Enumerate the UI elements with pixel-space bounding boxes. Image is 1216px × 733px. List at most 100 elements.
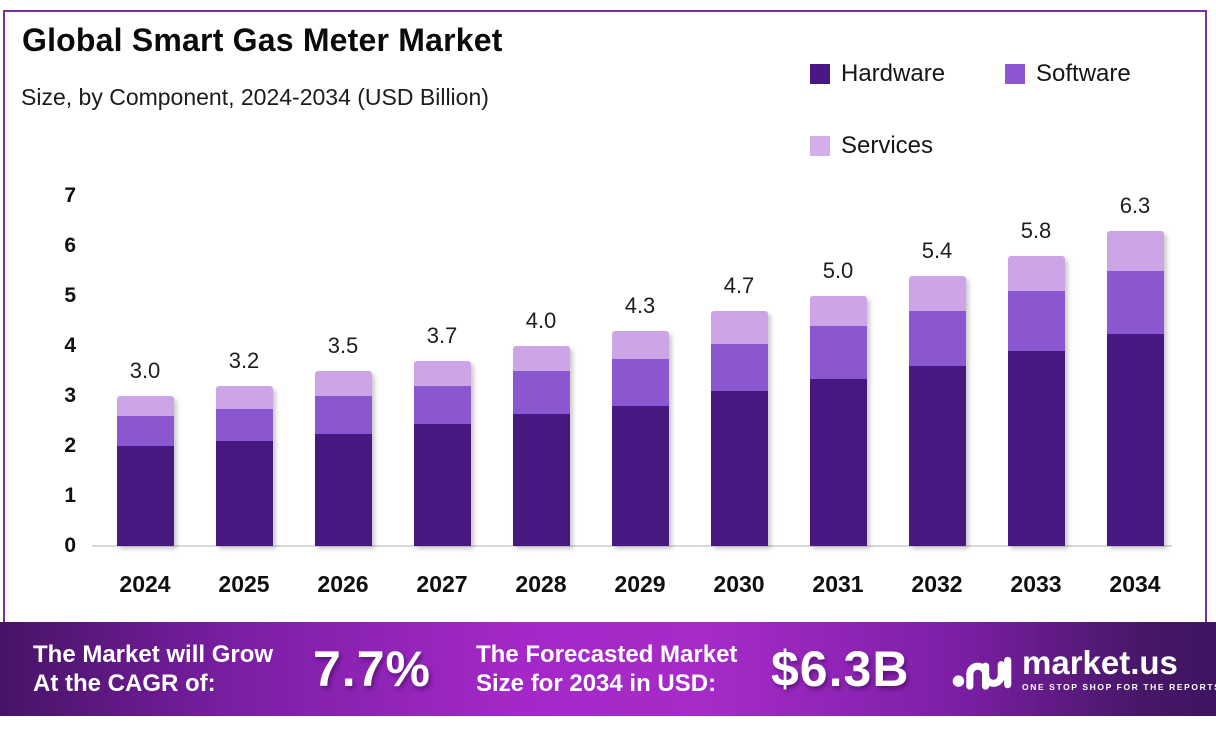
bar-total-label: 4.0 xyxy=(525,308,557,333)
x-tick-label: 2027 xyxy=(416,571,468,597)
cagr-value: 7.7% xyxy=(313,641,431,697)
bar-segment-hardware xyxy=(215,441,273,546)
hardware-swatch-icon xyxy=(810,64,830,84)
page-subtitle: Size, by Component, 2024-2034 (USD Billi… xyxy=(21,84,489,110)
bar-segment-software xyxy=(116,416,174,446)
y-tick-label: 4 xyxy=(64,334,76,357)
bar-2033 xyxy=(1007,256,1065,546)
bar-segment-services xyxy=(710,311,768,344)
bar-segment-software xyxy=(611,358,669,406)
x-tick-label: 2033 xyxy=(1010,571,1062,597)
bar-total-label: 3.5 xyxy=(327,333,359,358)
bar-segment-software xyxy=(413,386,471,424)
x-tick-label: 2026 xyxy=(317,571,369,597)
y-tick-label: 0 xyxy=(64,534,76,557)
bar-2028 xyxy=(512,346,570,546)
bar-2026 xyxy=(314,371,372,546)
legend-label: Hardware xyxy=(841,60,946,87)
legend-item-hardware: Hardware xyxy=(810,60,945,88)
forecast-label-line1: The Forecasted Market xyxy=(476,641,738,668)
forecast-label: The Forecasted Market Size for 2034 in U… xyxy=(476,622,737,716)
y-tick-label: 3 xyxy=(64,384,76,407)
bar-2029 xyxy=(611,331,669,546)
x-tick-label: 2031 xyxy=(812,571,864,597)
y-tick-label: 1 xyxy=(64,484,76,507)
bar-total-label: 5.4 xyxy=(921,238,953,263)
bar-segment-software xyxy=(710,343,768,391)
legend-item-services: Services xyxy=(810,132,933,160)
x-tick-label: 2028 xyxy=(515,571,567,597)
bar-segment-software xyxy=(314,396,372,434)
bar-total-label: 3.7 xyxy=(426,323,458,348)
bar-segment-services xyxy=(611,331,669,359)
bar-segment-hardware xyxy=(314,433,372,546)
bar-total-label: 3.0 xyxy=(129,358,161,383)
bar-segment-services xyxy=(314,371,372,396)
bar-segment-services xyxy=(809,296,867,326)
bottom-banner: The Market will Grow At the CAGR of: 7.7… xyxy=(0,622,1216,716)
legend-item-software: Software xyxy=(1005,60,1131,88)
bar-segment-hardware xyxy=(809,378,867,546)
brand-tagline: ONE STOP SHOP FOR THE REPORTS xyxy=(1022,682,1216,692)
bar-total-label: 4.3 xyxy=(624,293,656,318)
legend-label: Software xyxy=(1036,60,1131,87)
cagr-label: The Market will Grow At the CAGR of: xyxy=(33,622,273,716)
bar-2034 xyxy=(1106,231,1164,546)
bar-total-label: 6.3 xyxy=(1119,193,1151,218)
bar-segment-software xyxy=(908,311,966,366)
y-tick-label: 6 xyxy=(64,234,76,257)
x-tick-label: 2025 xyxy=(218,571,270,597)
bar-total-label: 5.8 xyxy=(1020,218,1052,243)
bar-segment-services xyxy=(1106,231,1164,271)
legend-label: Services xyxy=(841,132,934,159)
x-tick-label: 2029 xyxy=(614,571,666,597)
bar-2031 xyxy=(809,296,867,546)
bar-2025 xyxy=(215,386,273,546)
forecast-value: $6.3B xyxy=(771,641,910,697)
y-tick-label: 2 xyxy=(64,434,76,457)
bar-segment-software xyxy=(1007,291,1065,351)
bar-segment-hardware xyxy=(1106,333,1164,546)
bar-segment-services xyxy=(215,386,273,409)
x-tick-label: 2034 xyxy=(1109,571,1161,597)
bar-segment-hardware xyxy=(116,446,174,546)
bar-total-label: 3.2 xyxy=(228,348,260,373)
bar-segment-hardware xyxy=(1007,351,1065,546)
x-axis-line xyxy=(92,545,1172,547)
bar-segment-hardware xyxy=(413,423,471,546)
bar-2030 xyxy=(710,311,768,546)
bar-segment-software xyxy=(809,326,867,379)
bar-segment-services xyxy=(512,346,570,371)
stacked-bar-chart: 0 1 2 3 4 5 6 7 3.0 2024 3.2 2025 3.5 2026 3.7 2027 4.0 2… xyxy=(64,184,1172,597)
services-swatch-icon xyxy=(810,136,830,156)
cagr-label-line2: At the CAGR of: xyxy=(33,670,216,697)
bar-segment-services xyxy=(1007,256,1065,291)
bar-segment-services xyxy=(116,396,174,416)
bar-segment-software xyxy=(512,371,570,414)
cagr-label-line1: The Market will Grow xyxy=(33,641,274,668)
x-tick-label: 2024 xyxy=(119,571,171,597)
x-tick-label: 2030 xyxy=(713,571,765,597)
bar-2032 xyxy=(908,276,966,546)
software-swatch-icon xyxy=(1005,64,1025,84)
bar-2024 xyxy=(116,396,174,546)
bar-segment-services xyxy=(413,361,471,386)
bar-2027 xyxy=(413,361,471,546)
y-tick-label: 7 xyxy=(64,184,76,207)
bar-segment-software xyxy=(215,408,273,441)
brand-logo: market.us ONE STOP SHOP FOR THE REPORTS xyxy=(952,622,1216,716)
market-us-logo-icon xyxy=(952,656,1012,690)
page-title: Global Smart Gas Meter Market xyxy=(22,22,503,58)
bar-total-label: 4.7 xyxy=(723,273,755,298)
bar-segment-software xyxy=(1106,271,1164,334)
bar-segment-hardware xyxy=(710,391,768,546)
bar-segment-hardware xyxy=(512,413,570,546)
y-tick-label: 5 xyxy=(64,284,76,307)
bar-segment-hardware xyxy=(611,406,669,546)
bar-segment-hardware xyxy=(908,366,966,546)
forecast-label-line2: Size for 2034 in USD: xyxy=(476,670,717,697)
bar-segment-services xyxy=(908,276,966,311)
bar-total-label: 5.0 xyxy=(822,258,854,283)
brand-name: market.us xyxy=(1022,644,1178,681)
